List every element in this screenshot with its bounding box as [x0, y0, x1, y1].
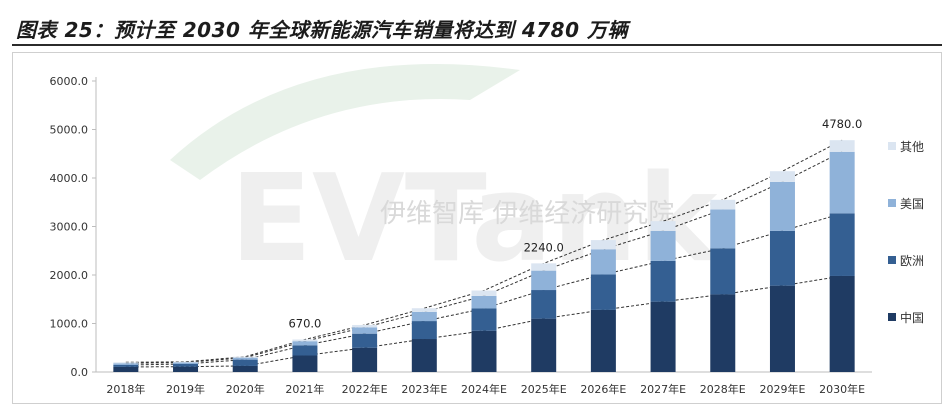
legend-swatch — [888, 313, 896, 321]
bar-segment — [352, 333, 378, 348]
watermark-text: EVTank — [230, 150, 721, 289]
bar-segment — [292, 341, 318, 346]
bar-segment — [710, 248, 736, 295]
x-tick-label: 2022年E — [342, 382, 388, 396]
legend-swatch — [888, 199, 896, 207]
y-tick-label: 0.0 — [71, 366, 89, 379]
bar-segment — [471, 295, 497, 309]
bar-segment — [650, 230, 676, 261]
bar-segment — [232, 359, 258, 366]
x-tick-label: 2025年E — [521, 382, 567, 396]
bar-segment — [113, 363, 139, 365]
bar-segment — [292, 339, 318, 342]
legend-label: 中国 — [900, 310, 924, 325]
bar-segment — [531, 270, 557, 291]
bar-segment — [590, 309, 616, 372]
x-tick-label: 2021年 — [285, 382, 324, 396]
y-tick-label: 4000.0 — [50, 172, 89, 185]
bar-segment — [769, 230, 795, 286]
bar-segment — [113, 366, 139, 372]
x-tick-label: 2020年 — [226, 382, 265, 396]
legend-label: 欧洲 — [900, 254, 924, 268]
watermark-swoosh — [170, 64, 520, 180]
legend-label: 美国 — [900, 197, 924, 211]
x-tick-label: 2027年E — [640, 382, 686, 396]
bar-segment — [352, 324, 378, 328]
bars — [113, 140, 855, 372]
legend-swatch — [888, 142, 896, 150]
x-tick-label: 2024年E — [461, 382, 507, 396]
bar-segment — [471, 308, 497, 331]
bar-segment — [829, 275, 855, 372]
bar-segment — [769, 181, 795, 231]
bar-segment — [829, 140, 855, 152]
watermark-cn-text: 伊维智库 伊维经济研究院 — [380, 199, 674, 229]
bar-segment — [710, 199, 736, 210]
bar-segment — [769, 285, 795, 372]
bar-segment — [173, 362, 199, 364]
bar-segment — [710, 294, 736, 372]
bar-segment — [650, 221, 676, 231]
x-tick-label: 2026年E — [580, 382, 626, 396]
total-label: 670.0 — [288, 317, 321, 331]
x-tick-label: 2028年E — [700, 382, 746, 396]
legend-swatch — [888, 256, 896, 264]
bar-segment — [352, 327, 378, 334]
bar-segment — [650, 301, 676, 372]
bar-segment — [471, 290, 497, 296]
bar-segment — [531, 263, 557, 271]
bar-segment — [292, 345, 318, 356]
bar-segment — [769, 171, 795, 182]
bar-segment — [471, 330, 497, 372]
bar-segment — [352, 347, 378, 372]
legend-label: 其他 — [900, 140, 924, 154]
bar-segment — [113, 362, 139, 364]
trend-line-3 — [125, 139, 843, 363]
bar-segment — [411, 339, 437, 372]
bar-segment — [590, 274, 616, 310]
bar-segment — [232, 357, 258, 360]
bar-segment — [292, 355, 318, 372]
bar-segment — [531, 290, 557, 319]
y-tick-label: 6000.0 — [50, 75, 89, 88]
bar-segment — [173, 366, 199, 372]
bar-segment — [590, 249, 616, 275]
title-rule — [12, 44, 942, 46]
x-tick-label: 2018年 — [106, 382, 145, 396]
bar-segment — [232, 365, 258, 372]
x-tick-label: 2030年E — [819, 382, 865, 396]
y-tick-label: 3000.0 — [50, 221, 89, 234]
y-tick-label: 5000.0 — [50, 124, 89, 137]
total-label: 4780.0 — [822, 117, 862, 131]
bar-segment — [650, 260, 676, 302]
bar-segment — [710, 209, 736, 249]
bar-segment — [232, 356, 258, 358]
x-tick-label: 2019年 — [166, 382, 205, 396]
bar-segment — [173, 363, 199, 367]
y-tick-label: 1000.0 — [50, 318, 89, 331]
x-tick-label: 2023年E — [401, 382, 447, 396]
total-label: 2240.0 — [524, 240, 564, 254]
bar-segment — [590, 240, 616, 250]
data-labels: 670.0 2240.0 4780.0 — [288, 117, 862, 330]
y-tick-label: 2000.0 — [50, 269, 89, 282]
bar-segment — [411, 308, 437, 312]
bar-segment — [411, 311, 437, 322]
bar-segment — [829, 213, 855, 276]
bar-segment — [411, 321, 437, 340]
bar-segment — [173, 361, 199, 363]
figure-title: 图表 25：预计至 2030 年全球新能源汽车销量将达到 4780 万辆 — [16, 18, 628, 42]
bar-segment — [829, 151, 855, 214]
x-tick-label: 2029年E — [759, 382, 805, 396]
bar-segment — [531, 318, 557, 372]
bar-segment — [113, 364, 139, 367]
